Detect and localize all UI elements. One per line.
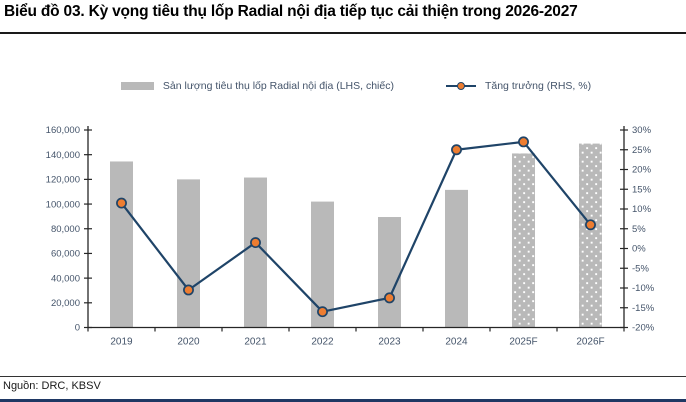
x-axis-label-2024: 2024 [445, 337, 468, 348]
left-axis-tick-label: 100,000 [46, 199, 80, 210]
bar-2026F [579, 143, 602, 328]
growth-marker-2024 [451, 144, 462, 156]
left-axis-tick-label: 80,000 [51, 224, 80, 235]
growth-marker-2022 [317, 306, 328, 318]
bar-2025F [512, 153, 535, 328]
line-marker-dot-icon [456, 82, 465, 90]
bar-2024 [445, 189, 468, 328]
bottom-strip [0, 399, 686, 402]
right-axis-tick-label: 25% [632, 145, 652, 156]
right-axis-tick-label: -5% [632, 263, 649, 274]
line-swatch-icon [445, 82, 476, 90]
x-axis-label-2020: 2020 [177, 337, 200, 348]
growth-marker-2020 [183, 284, 194, 296]
legend-item-growth: Tăng trưởng (RHS, %) [445, 80, 592, 92]
legend-label-growth: Tăng trưởng (RHS, %) [484, 80, 592, 92]
growth-marker-2026F [585, 219, 596, 231]
legend-label-volume: Sản lượng tiêu thụ lốp Radial nội địa (L… [162, 80, 394, 92]
left-axis-tick-label: 20,000 [51, 298, 80, 309]
growth-marker-2023 [384, 292, 395, 304]
right-axis-tick-label: 5% [632, 224, 646, 235]
right-axis-tick-label: 10% [632, 204, 652, 215]
left-axis-tick-label: 40,000 [51, 273, 80, 284]
bar-2023 [378, 217, 401, 328]
bar-2020 [177, 179, 200, 328]
chart-legend: Sản lượng tiêu thụ lốp Radial nội địa (L… [88, 80, 624, 92]
source-text: Nguồn: DRC, KBSV [3, 380, 101, 392]
right-axis-tick-label: 15% [632, 184, 652, 195]
right-axis-tick-label: 0% [632, 244, 646, 255]
bar-2021 [244, 177, 267, 328]
x-axis-label-2023: 2023 [378, 337, 401, 348]
right-axis-tick-label: 20% [632, 165, 652, 176]
x-axis-label-2019: 2019 [110, 337, 133, 348]
growth-line [120, 140, 592, 313]
left-axis-tick-label: 0 [75, 323, 80, 334]
legend-item-volume: Sản lượng tiêu thụ lốp Radial nội địa (L… [120, 80, 394, 92]
right-axis-tick-label: 30% [632, 125, 652, 136]
growth-marker-2025F [518, 136, 529, 148]
right-axis-tick-label: -15% [632, 303, 655, 314]
bar-swatch-icon [120, 82, 154, 90]
right-axis-tick-label: -10% [632, 283, 655, 294]
right-axis-tick-label: -20% [632, 323, 655, 334]
x-axis-label-2026F: 2026F [576, 337, 604, 348]
source-divider [0, 376, 686, 377]
left-axis-tick-label: 140,000 [46, 150, 80, 161]
growth-marker-2019 [116, 197, 127, 209]
left-axis-tick-label: 160,000 [46, 125, 80, 136]
x-axis-label-2021: 2021 [244, 337, 267, 348]
left-axis-tick-label: 60,000 [51, 249, 80, 260]
left-axis-tick-label: 120,000 [46, 175, 80, 186]
title-divider [0, 32, 686, 34]
x-axis-label-2022: 2022 [311, 337, 334, 348]
chart-title: Biểu đồ 03. Kỳ vọng tiêu thụ lốp Radial … [4, 3, 578, 20]
bar-2019 [110, 161, 133, 328]
x-axis-label-2025F: 2025F [509, 337, 537, 348]
chart-svg: 160,000 140,000 120,000 100,000 80,000 60,000… [46, 125, 655, 348]
bar-2022 [311, 201, 334, 328]
growth-marker-2021 [250, 237, 261, 249]
